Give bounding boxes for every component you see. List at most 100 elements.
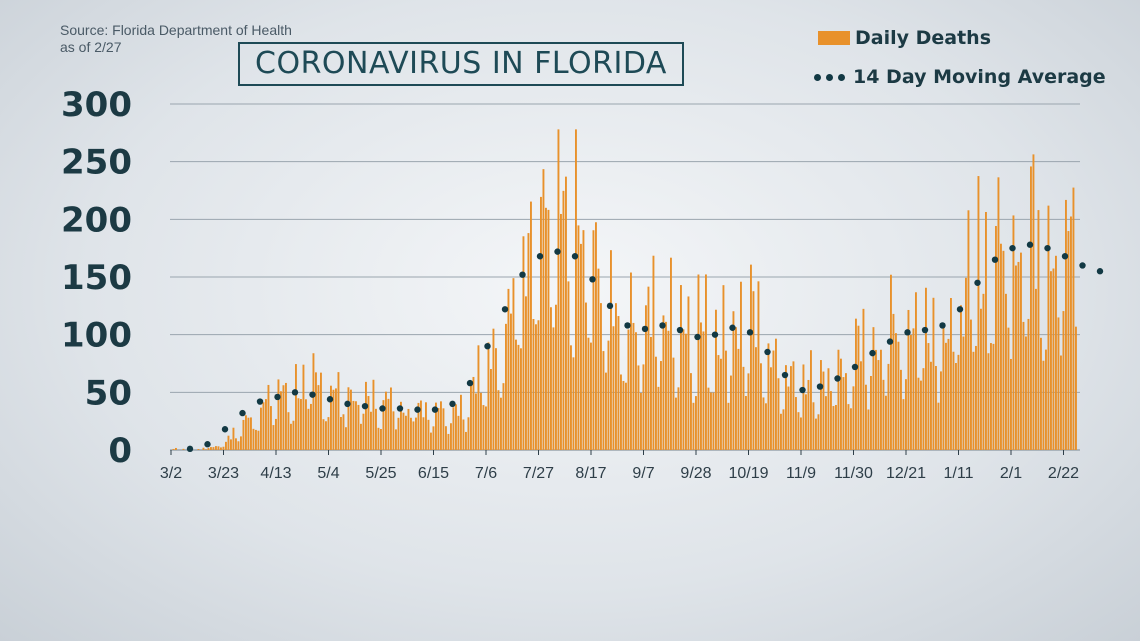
- bar: [557, 129, 560, 450]
- bar: [602, 351, 605, 450]
- bar: [512, 278, 515, 450]
- bar: [472, 376, 475, 450]
- bar: [1040, 337, 1042, 450]
- bar: [467, 417, 470, 450]
- average-point: [799, 386, 806, 394]
- average-point: [781, 371, 789, 379]
- legend-label-daily-deaths: Daily Deaths: [855, 27, 992, 49]
- bar: [920, 380, 922, 450]
- bar: [1075, 326, 1077, 450]
- bar: [450, 423, 452, 450]
- bar: [175, 447, 177, 450]
- x-tick-label: 1/11: [944, 465, 974, 482]
- x-tick-label: 11/9: [786, 465, 816, 482]
- average-point: [974, 279, 981, 286]
- bar: [265, 399, 267, 450]
- bar: [332, 389, 335, 450]
- bar: [1037, 210, 1040, 450]
- y-tick-label: 200: [61, 200, 132, 240]
- bar: [852, 386, 855, 450]
- bar: [675, 397, 677, 450]
- bar: [702, 331, 705, 450]
- x-tick-label: 4/13: [260, 465, 291, 482]
- bar: [172, 448, 175, 450]
- average-point: [851, 363, 859, 371]
- bar: [255, 429, 257, 450]
- y-tick-label: 50: [85, 373, 132, 413]
- bar: [222, 446, 225, 450]
- bar: [477, 345, 480, 450]
- dots-swatch-icon: [814, 73, 845, 81]
- bar: [197, 449, 200, 450]
- bar: [992, 343, 995, 450]
- x-tick-label: 11/30: [834, 465, 873, 482]
- bar: [720, 358, 722, 450]
- average-point: [676, 326, 684, 334]
- y-tick-label: 250: [61, 143, 132, 183]
- bar: [1065, 199, 1067, 450]
- bar: [1060, 355, 1062, 450]
- bar: [232, 427, 235, 450]
- bar: [240, 436, 242, 450]
- bar: [490, 369, 492, 450]
- bar: [817, 414, 820, 450]
- bar: [1062, 311, 1065, 450]
- bar: [297, 398, 300, 450]
- bar: [247, 417, 250, 450]
- bar: [797, 412, 800, 450]
- bar: [830, 391, 832, 450]
- bar: [307, 408, 310, 450]
- bar: [970, 319, 972, 450]
- bar: [655, 356, 657, 450]
- average-point: [921, 326, 929, 334]
- bar: [212, 447, 215, 450]
- legend-moving-average: 14 Day Moving Average: [812, 65, 1106, 89]
- source-line: Source: Florida Department of Health: [60, 22, 292, 38]
- bar: [875, 349, 877, 450]
- x-tick-label: 10/19: [728, 465, 768, 482]
- bar: [465, 431, 467, 450]
- bar: [885, 395, 887, 450]
- bar: [375, 408, 377, 450]
- bar: [807, 379, 810, 450]
- bar: [762, 397, 765, 450]
- bar: [285, 382, 287, 450]
- bar: [410, 417, 412, 450]
- x-tick-label: 12/21: [886, 465, 926, 482]
- bar: [235, 438, 237, 450]
- average-point: [641, 325, 649, 333]
- bar: [305, 399, 307, 450]
- average-point: [431, 406, 439, 413]
- bar: [810, 350, 812, 450]
- average-point: [466, 379, 474, 387]
- bar: [302, 364, 305, 450]
- bar: [340, 416, 342, 450]
- average-point: [834, 375, 841, 382]
- bar: [330, 385, 332, 450]
- bar: [485, 406, 487, 450]
- bar: [690, 373, 692, 450]
- bar: [722, 285, 725, 450]
- bar: [800, 417, 802, 450]
- bar: [380, 429, 382, 450]
- average-point: [1044, 244, 1051, 252]
- bar: [820, 360, 822, 450]
- bar: [252, 428, 255, 450]
- bar: [310, 403, 312, 450]
- x-axis: 3/2 3/23 4/13 5/4 5/25 6/15 7/6 7/27 8/17 9/7 9/28…: [160, 450, 1079, 482]
- average-point: [869, 349, 876, 357]
- source-note: Source: Florida Department of Health as …: [60, 22, 292, 56]
- bar: [930, 361, 932, 450]
- average-point: [956, 306, 964, 313]
- average-point: [624, 322, 631, 329]
- bar: [695, 396, 697, 450]
- bar: [735, 327, 737, 450]
- bar: [872, 327, 875, 450]
- bar: [982, 293, 985, 450]
- bar: [635, 332, 637, 450]
- average-point: [204, 441, 211, 448]
- bar: [890, 274, 892, 450]
- bar: [1010, 358, 1012, 450]
- bar: [530, 201, 532, 450]
